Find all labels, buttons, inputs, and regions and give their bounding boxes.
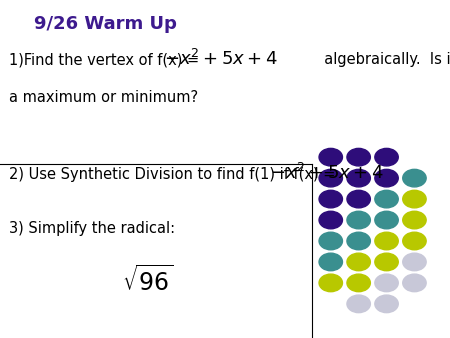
- Text: 3) Simplify the radical:: 3) Simplify the radical:: [9, 221, 175, 236]
- Circle shape: [403, 211, 426, 229]
- Circle shape: [403, 274, 426, 292]
- Circle shape: [319, 274, 342, 292]
- Circle shape: [319, 253, 342, 271]
- Circle shape: [347, 169, 370, 187]
- Circle shape: [319, 190, 342, 208]
- Text: 1)Find the vertex of f(x) =: 1)Find the vertex of f(x) =: [9, 52, 204, 67]
- Circle shape: [375, 169, 398, 187]
- Text: a maximum or minimum?: a maximum or minimum?: [9, 90, 198, 104]
- Circle shape: [319, 211, 342, 229]
- Circle shape: [347, 232, 370, 250]
- Circle shape: [403, 253, 426, 271]
- Circle shape: [347, 295, 370, 313]
- Circle shape: [347, 253, 370, 271]
- Circle shape: [375, 211, 398, 229]
- Text: $-x^2 + 5x + 4$: $-x^2 + 5x + 4$: [270, 163, 384, 183]
- Text: 9/26 Warm Up: 9/26 Warm Up: [34, 15, 176, 33]
- Text: 2) Use Synthetic Division to find f(1) if f(x) =: 2) Use Synthetic Division to find f(1) i…: [9, 167, 340, 182]
- Circle shape: [319, 148, 342, 166]
- Circle shape: [403, 190, 426, 208]
- Circle shape: [375, 274, 398, 292]
- Circle shape: [403, 169, 426, 187]
- Text: algebraically.  Is it: algebraically. Is it: [315, 52, 450, 67]
- Circle shape: [403, 232, 426, 250]
- Circle shape: [375, 232, 398, 250]
- Circle shape: [375, 148, 398, 166]
- Text: $-x^2 + 5x + 4$: $-x^2 + 5x + 4$: [164, 49, 278, 69]
- Circle shape: [347, 148, 370, 166]
- Circle shape: [319, 232, 342, 250]
- Circle shape: [375, 295, 398, 313]
- Circle shape: [347, 211, 370, 229]
- Circle shape: [347, 190, 370, 208]
- Circle shape: [375, 253, 398, 271]
- Circle shape: [375, 190, 398, 208]
- Circle shape: [347, 274, 370, 292]
- Text: $\sqrt{96}$: $\sqrt{96}$: [122, 265, 173, 296]
- Circle shape: [319, 169, 342, 187]
